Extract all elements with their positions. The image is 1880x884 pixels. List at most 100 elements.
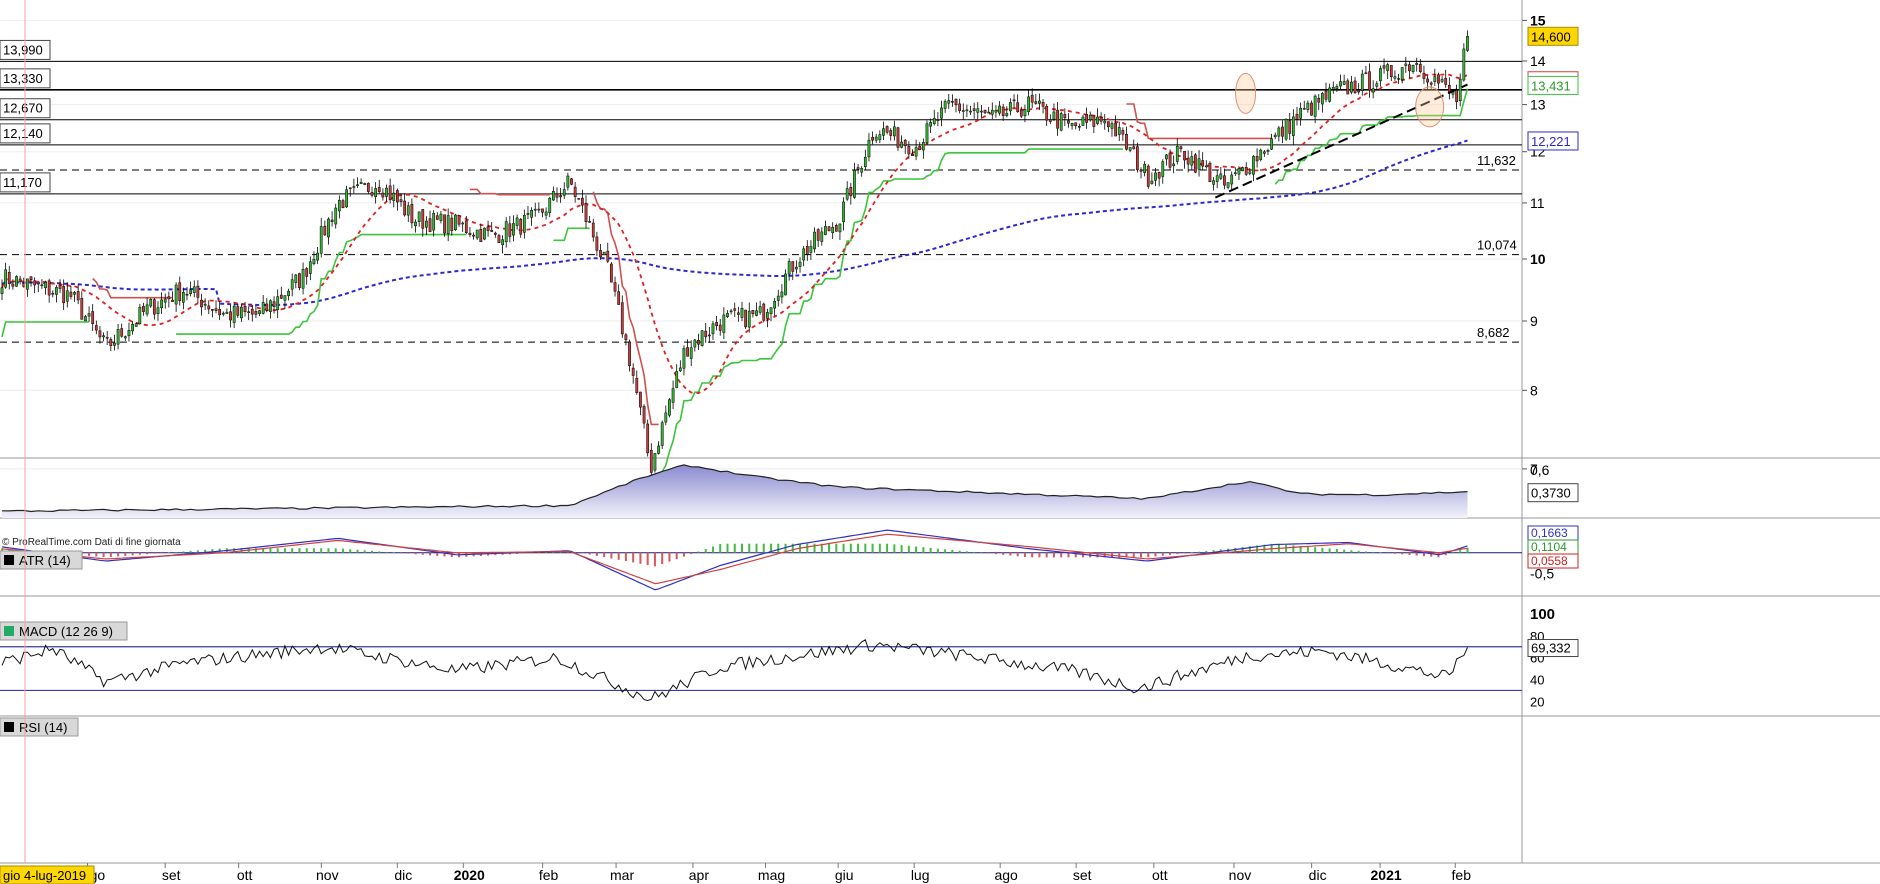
candle-down bbox=[167, 296, 171, 300]
candle-up bbox=[921, 142, 925, 151]
macd-signal-line bbox=[1, 533, 1468, 585]
candle-down bbox=[686, 347, 689, 357]
candle-up bbox=[965, 109, 969, 112]
candle-up bbox=[900, 141, 903, 148]
candle-up bbox=[758, 306, 762, 313]
candle-up bbox=[660, 422, 664, 446]
macd-hist-up bbox=[320, 548, 323, 553]
macd-hist-down bbox=[1067, 552, 1070, 558]
trailing-stop-up bbox=[553, 227, 590, 242]
candle-up bbox=[113, 342, 116, 346]
candle-down bbox=[1114, 122, 1117, 137]
price-badge-label: 13,431 bbox=[1531, 78, 1571, 93]
macd-hist-up bbox=[784, 543, 787, 553]
candle-up bbox=[522, 215, 526, 233]
candle-up bbox=[225, 311, 229, 314]
price-tick-label: 8 bbox=[1530, 382, 1538, 398]
candle-down bbox=[468, 232, 472, 235]
macd-hist-up bbox=[283, 548, 286, 553]
macd-hist-up bbox=[849, 543, 852, 553]
candle-up bbox=[773, 301, 777, 309]
price-tick-label: 9 bbox=[1530, 313, 1538, 329]
macd-hist-down bbox=[617, 552, 620, 560]
candle-down bbox=[1208, 162, 1212, 183]
candle-up bbox=[657, 445, 660, 454]
candle-up bbox=[1360, 73, 1364, 91]
candle-up bbox=[232, 305, 236, 323]
macd-hist-up bbox=[922, 547, 925, 553]
macd-hist-down bbox=[1415, 552, 1418, 556]
candle-down bbox=[1056, 109, 1059, 129]
candle-down bbox=[570, 178, 573, 185]
candle-down bbox=[628, 341, 631, 366]
candle-down bbox=[1201, 160, 1205, 167]
candle-up bbox=[1339, 81, 1342, 87]
macd-hist-up bbox=[973, 552, 976, 553]
candle-down bbox=[816, 229, 820, 241]
candle-up bbox=[446, 215, 450, 234]
candle-up bbox=[1342, 81, 1346, 85]
candle-down bbox=[323, 226, 327, 236]
candle-down bbox=[704, 330, 708, 338]
macd-hist-down bbox=[1140, 552, 1143, 558]
macd-hist-down bbox=[1052, 552, 1055, 558]
rsi-title-box[interactable]: RSI (14) bbox=[0, 717, 79, 737]
macd-hist-up bbox=[965, 551, 968, 553]
candle-down bbox=[218, 309, 222, 316]
candle-down bbox=[457, 215, 461, 225]
candle-down bbox=[1295, 113, 1299, 120]
short-ma-path bbox=[1, 73, 1468, 395]
candle-up bbox=[1411, 65, 1415, 72]
atr-title-box[interactable]: ATR (14) bbox=[0, 550, 83, 570]
candle-down bbox=[486, 226, 490, 231]
candle-down bbox=[508, 223, 512, 237]
macd-title-box[interactable]: MACD (12 26 9) bbox=[0, 621, 128, 641]
macd-hist-up bbox=[1466, 547, 1469, 553]
candle-up bbox=[671, 388, 675, 403]
macd-hist-down bbox=[95, 552, 98, 557]
macd-hist-down bbox=[1118, 552, 1121, 558]
candle-up bbox=[73, 292, 76, 295]
candle-up bbox=[1266, 150, 1270, 152]
macd-hist-up bbox=[1314, 547, 1317, 553]
macd-hist-down bbox=[581, 552, 584, 554]
macd-hist-up bbox=[305, 548, 308, 553]
macd-hist-up bbox=[748, 543, 751, 553]
candle-down bbox=[69, 291, 73, 297]
candle-up bbox=[221, 312, 225, 315]
candle-up bbox=[700, 330, 704, 346]
candle-down bbox=[718, 324, 722, 331]
candle-up bbox=[1215, 175, 1219, 182]
candle-up bbox=[258, 310, 261, 314]
candle-up bbox=[1335, 86, 1339, 90]
macd-hist-up bbox=[1379, 552, 1382, 554]
candle-down bbox=[105, 336, 109, 339]
candle-up bbox=[1103, 120, 1107, 124]
candle-down bbox=[341, 200, 345, 208]
macd-hist-up bbox=[1372, 552, 1375, 553]
macd-hist-down bbox=[603, 552, 606, 558]
candle-up bbox=[1433, 76, 1437, 82]
candle-up bbox=[65, 290, 69, 302]
macd-hist-down bbox=[124, 552, 127, 556]
candle-down bbox=[229, 311, 232, 321]
candle-down bbox=[1418, 63, 1422, 73]
macd-hist-up bbox=[378, 551, 381, 553]
candle-down bbox=[954, 98, 958, 106]
candle-up bbox=[1328, 87, 1332, 102]
time-tick-label: mar bbox=[610, 867, 634, 883]
candle-up bbox=[602, 251, 606, 256]
candle-down bbox=[1353, 80, 1357, 93]
candle-down bbox=[918, 146, 922, 151]
candle-down bbox=[236, 306, 240, 316]
candle-up bbox=[675, 371, 679, 388]
candle-down bbox=[428, 218, 432, 232]
candle-up bbox=[1291, 116, 1295, 136]
macd-hist-down bbox=[661, 552, 664, 565]
candle-up bbox=[55, 287, 58, 295]
candle-up bbox=[0, 287, 4, 294]
macd-hist-down bbox=[632, 552, 635, 563]
macd-hist-up bbox=[204, 549, 207, 553]
